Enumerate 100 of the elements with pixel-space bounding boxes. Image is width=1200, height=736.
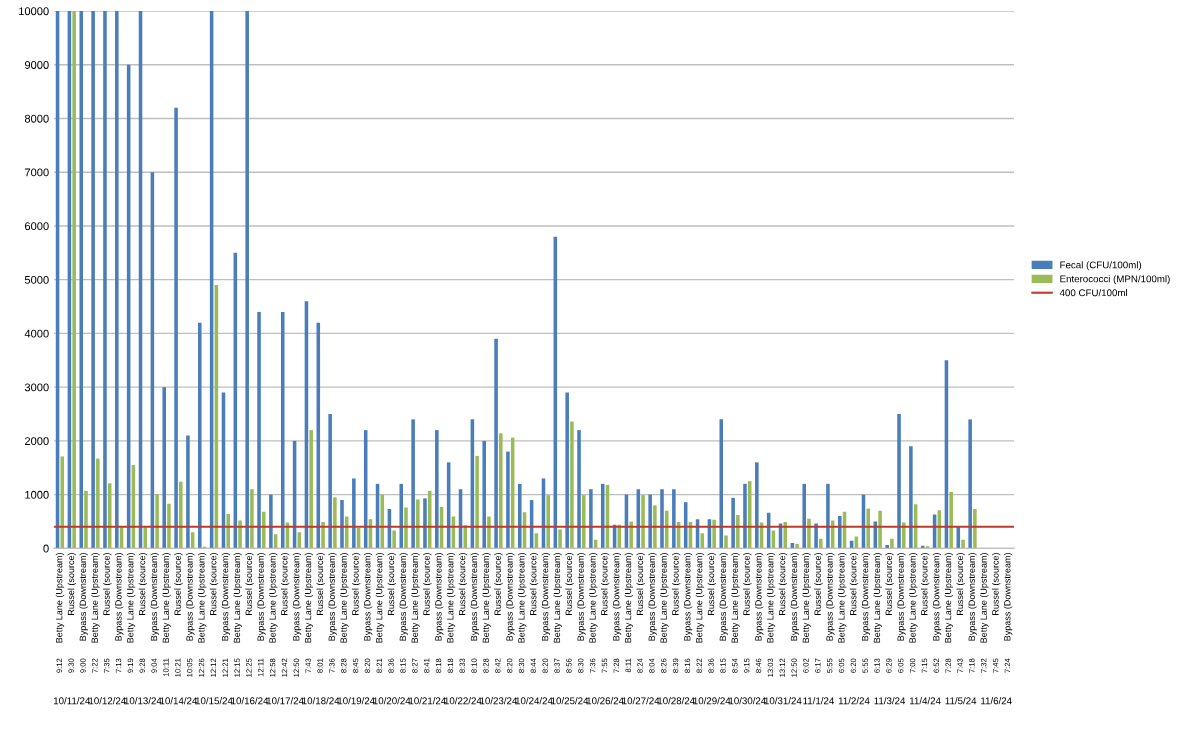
bar: [672, 489, 676, 549]
text: 10/18/24: [302, 697, 340, 705]
bar: [600, 483, 605, 549]
x-tick-label: Russel (source): [920, 553, 930, 615]
bar: [435, 430, 439, 549]
x-tick-label: Russel (source): [814, 553, 823, 615]
bar: [328, 414, 332, 549]
bar: [885, 545, 889, 549]
bar: [344, 516, 349, 549]
bar: [795, 544, 799, 549]
y-tick-label: 4000: [24, 329, 49, 338]
bar: [664, 510, 669, 549]
text: 11/4/24: [909, 697, 941, 705]
bar: [392, 530, 396, 549]
bar: [96, 458, 100, 549]
x-tick-label: Betty Lane (Upstream): [837, 553, 847, 643]
x-tick-label: Russel (source): [565, 553, 574, 615]
legend-label: Fecal (CFU/100ml): [1060, 261, 1142, 271]
y-tick-label: 8000: [24, 114, 49, 123]
bar: [961, 539, 965, 549]
text: 10/23/24: [480, 697, 518, 705]
x-tick-label: Betty Lane (Upstream): [873, 553, 882, 643]
x-tick-label: Betty Lane (Upstream): [802, 553, 811, 643]
bar: [167, 503, 171, 549]
text: 11/1/24: [803, 697, 835, 705]
x-tick-label: Russel (source): [423, 553, 432, 615]
bar: [333, 497, 337, 549]
y-tick-label: 7000: [24, 168, 49, 177]
bar: [340, 499, 344, 549]
bar: [648, 494, 652, 549]
text: 10/20/24: [373, 697, 411, 705]
bar: [162, 387, 166, 549]
x-tick-label: Bypass (Downstream): [790, 553, 799, 641]
legend-label: Enterococci (MPN/100ml): [1060, 275, 1170, 285]
x-tick-label: Betty Lane (Upstream): [589, 553, 598, 643]
bar: [262, 511, 266, 549]
bar: [518, 483, 522, 549]
bar: [660, 489, 664, 549]
bar: [475, 455, 479, 549]
bar: [736, 515, 740, 549]
bar: [309, 430, 313, 549]
bar: [269, 494, 273, 549]
x-tick-label: Bypass (Downstream): [79, 553, 88, 641]
bar: [280, 311, 285, 549]
bar: [577, 430, 581, 549]
text: 10/17/24: [266, 697, 304, 705]
x-tick-label: Russel (source): [387, 553, 396, 615]
bar: [399, 483, 404, 549]
bar: [186, 435, 190, 549]
bar: [807, 518, 811, 549]
x-tick-label: Bypass (Downstream): [114, 553, 124, 641]
bar: [423, 498, 427, 549]
x-tick-label: Bypass (Downstream): [434, 553, 444, 641]
bar: [866, 508, 870, 549]
bar: [179, 481, 183, 549]
x-tick-label: Russel (source): [600, 553, 610, 615]
x-tick-label: Russel (source): [316, 553, 325, 615]
x-tick-label: Betty Lane (Upstream): [624, 553, 634, 643]
x-tick-label: Betty Lane (Upstream): [766, 553, 776, 643]
x-tick-label: Bypass (Downstream): [221, 553, 231, 641]
bar: [819, 538, 823, 549]
x-tick-label: Bypass (Downstream): [257, 553, 266, 641]
text: 11/2/24: [838, 697, 870, 705]
x-tick-label: Bypass (Downstream): [363, 553, 373, 641]
x-tick-label: Russel (source): [280, 553, 290, 615]
bar: [558, 529, 562, 549]
x-tick-label: Betty Lane (Upstream): [944, 553, 954, 643]
bar: [84, 490, 88, 549]
text: 10/27/24: [622, 697, 660, 705]
x-tick-label: Russel (source): [458, 553, 468, 615]
bar: [826, 483, 830, 549]
bar: [155, 494, 159, 549]
bar: [582, 495, 586, 549]
x-tick-label: Betty Lane (Upstream): [233, 553, 242, 643]
bar: [482, 440, 486, 549]
bar: [783, 521, 788, 549]
x-tick-label: Bypass (Downstream): [577, 553, 586, 641]
x-tick-label: Bypass (Downstream): [541, 553, 551, 641]
x-tick-label: Russel (source): [67, 553, 76, 615]
x-tick-label: Russel (source): [672, 553, 681, 615]
x-tick-label: Bypass (Downstream): [612, 553, 622, 641]
bar: [731, 497, 735, 549]
x-tick-label: Bypass (Downstream): [826, 553, 835, 641]
bar: [546, 495, 550, 549]
bar: [897, 414, 901, 549]
text: 10/12/24: [89, 697, 126, 705]
text: 11/3/24: [874, 697, 906, 705]
text: 10/21/24: [409, 697, 446, 705]
x-tick-label: Bypass (Downstream): [1003, 553, 1013, 641]
x-tick-label: Betty Lane (Upstream): [304, 553, 314, 643]
bar: [909, 446, 913, 549]
x-tick-label: Betty Lane (Upstream): [162, 553, 171, 643]
x-tick-label: Russel (source): [209, 553, 219, 615]
x-tick-label: Betty Lane (Upstream): [517, 553, 527, 643]
bar: [174, 107, 178, 549]
x-tick-label: Bypass (Downstream): [932, 553, 942, 641]
bar: [143, 527, 148, 549]
bar: [968, 419, 972, 549]
x-tick-label: Bypass (Downstream): [719, 553, 728, 641]
x-tick-label: Russel (source): [103, 553, 112, 615]
